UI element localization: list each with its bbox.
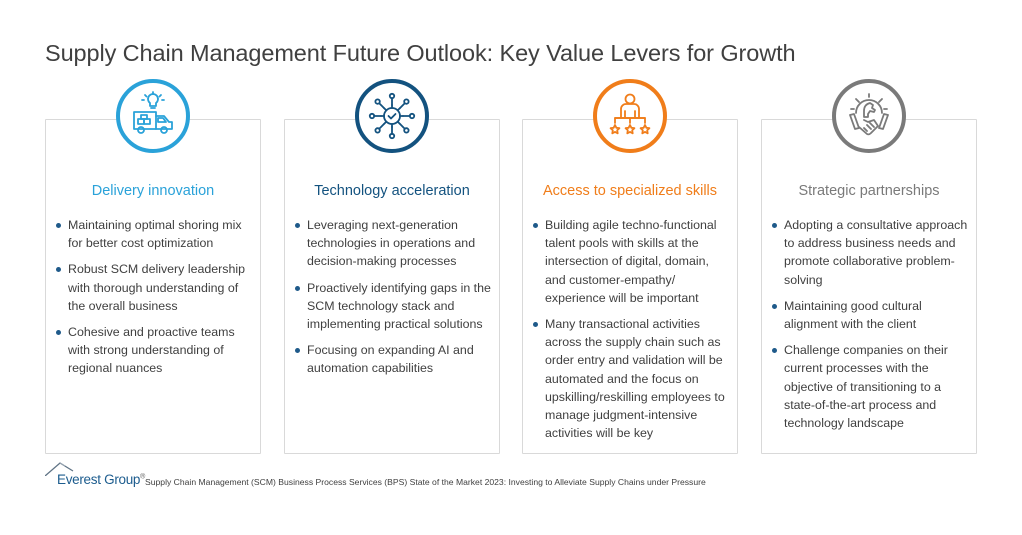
handshake-gear-chess-knight-icon xyxy=(832,79,906,153)
bullet-list: Maintaining optimal shoring mix for bett… xyxy=(56,216,254,386)
bullet-dot-icon xyxy=(533,223,538,228)
bullet-dot-icon xyxy=(56,223,61,228)
bullet-list: Adopting a consultative approach to addr… xyxy=(772,216,970,440)
list-item: Cohesive and proactive teams with strong… xyxy=(56,323,254,378)
delivery-truck-lightbulb-icon xyxy=(116,79,190,153)
network-gear-check-icon xyxy=(355,79,429,153)
list-item: Robust SCM delivery leadership with thor… xyxy=(56,260,254,315)
bullet-list: Leveraging next-generation technologies … xyxy=(295,216,493,386)
person-three-stars-icon xyxy=(593,79,667,153)
bullet-dot-icon xyxy=(295,348,300,354)
bullet-dot-icon xyxy=(772,303,777,309)
card-delivery-innovation: Delivery innovation Maintaining optimal … xyxy=(45,119,261,454)
list-item: Building agile techno-functional talent … xyxy=(533,216,731,307)
bullet-dot-icon xyxy=(772,348,777,354)
card-title: Access to specialized skills xyxy=(542,183,718,199)
mountain-peak-icon xyxy=(45,462,74,476)
bullet-dot-icon xyxy=(295,223,300,228)
list-item: Leveraging next-generation technologies … xyxy=(295,216,493,271)
bullet-dot-icon xyxy=(772,223,777,228)
list-item: Adopting a consultative approach to addr… xyxy=(772,216,970,289)
list-item: Focusing on expanding AI and automation … xyxy=(295,341,493,377)
list-item: Maintaining optimal shoring mix for bett… xyxy=(56,216,254,252)
list-item: Many transactional activities across the… xyxy=(533,315,731,442)
footer: Everest Group® Supply Chain Management (… xyxy=(45,462,706,488)
card-title: Strategic partnerships xyxy=(798,183,940,199)
list-item: Maintaining good cultural alignment with… xyxy=(772,297,970,333)
list-item: Challenge companies on their current pro… xyxy=(772,341,970,432)
page-title: Supply Chain Management Future Outlook: … xyxy=(45,40,796,66)
bullet-dot-icon xyxy=(533,322,538,328)
bullet-dot-icon xyxy=(56,330,61,336)
card-title: Technology acceleration xyxy=(314,183,470,199)
bullet-list: Building agile techno-functional talent … xyxy=(533,216,731,450)
bullet-dot-icon xyxy=(56,267,61,273)
everest-group-logo: Everest Group® xyxy=(45,462,145,488)
card-strategic-partnerships: Strategic partnerships Adopting a consul… xyxy=(761,119,977,454)
bullet-dot-icon xyxy=(295,285,300,291)
card-access-to-specialized-skills: Access to specialized skills Building ag… xyxy=(522,119,738,454)
list-item: Proactively identifying gaps in the SCM … xyxy=(295,279,493,334)
card-technology-acceleration: Technology acceleration Leveraging next-… xyxy=(284,119,500,454)
card-title: Delivery innovation xyxy=(91,183,215,199)
source-citation: Supply Chain Management (SCM) Business P… xyxy=(145,477,706,487)
